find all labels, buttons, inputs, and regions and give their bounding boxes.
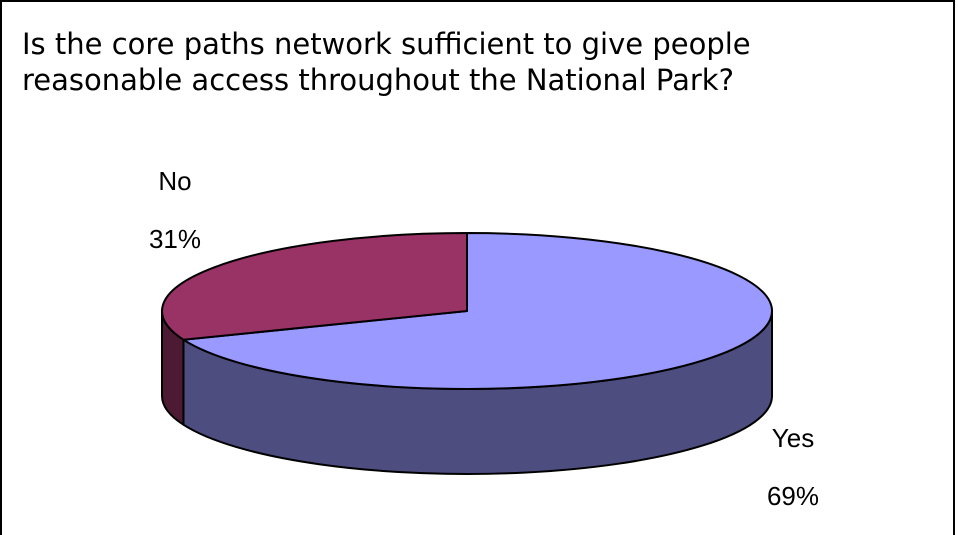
slice-label-no: No [158, 166, 191, 196]
slice-value-no: 31% [149, 224, 201, 254]
pie-slice-yes [182, 232, 774, 390]
pie-labels: Yes 69% No 31% [149, 166, 819, 511]
pie-slice-no [161, 232, 468, 341]
pie-tops [161, 232, 774, 390]
slice-label-yes: Yes [772, 423, 814, 453]
chart-title: Is the core paths network sufficient to … [22, 27, 751, 97]
slice-value-yes: 69% [767, 481, 819, 511]
